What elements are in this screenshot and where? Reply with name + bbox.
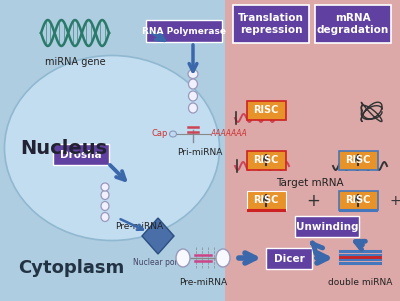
FancyBboxPatch shape [246, 191, 286, 209]
Text: RISC: RISC [253, 155, 279, 165]
Text: miRNA gene: miRNA gene [45, 57, 105, 67]
Ellipse shape [101, 213, 109, 222]
Text: RISC: RISC [345, 155, 371, 165]
Text: +: + [306, 192, 320, 210]
Text: RISC: RISC [253, 195, 279, 205]
Ellipse shape [170, 131, 176, 137]
Text: RISC: RISC [253, 105, 279, 115]
FancyBboxPatch shape [338, 191, 378, 209]
Text: mRNA
degradation: mRNA degradation [317, 13, 389, 35]
Ellipse shape [188, 70, 198, 79]
Text: Pre-miRNA: Pre-miRNA [179, 278, 227, 287]
Text: Target mRNA: Target mRNA [276, 178, 344, 188]
FancyBboxPatch shape [295, 216, 359, 237]
FancyBboxPatch shape [246, 101, 286, 119]
Ellipse shape [101, 183, 109, 191]
Ellipse shape [188, 103, 198, 113]
FancyBboxPatch shape [53, 144, 109, 165]
Text: Translation
repression: Translation repression [238, 13, 304, 35]
Text: +: + [389, 194, 400, 208]
Text: Cap: Cap [152, 129, 168, 138]
Text: Dicer: Dicer [274, 253, 304, 263]
Ellipse shape [101, 191, 109, 200]
Ellipse shape [4, 55, 220, 240]
Polygon shape [0, 0, 225, 301]
FancyBboxPatch shape [246, 150, 286, 169]
Text: Pri-miRNA: Pri-miRNA [177, 148, 223, 157]
Text: AAAAAAA: AAAAAAA [210, 129, 247, 138]
Text: Nucleus: Nucleus [20, 138, 107, 157]
Ellipse shape [188, 79, 198, 89]
Ellipse shape [216, 249, 230, 267]
Text: Drosha: Drosha [60, 150, 102, 160]
FancyBboxPatch shape [338, 150, 378, 169]
FancyBboxPatch shape [315, 5, 391, 43]
Text: Unwinding: Unwinding [296, 222, 358, 231]
Text: double miRNA: double miRNA [328, 278, 392, 287]
Ellipse shape [188, 91, 198, 101]
Text: RISC: RISC [345, 195, 371, 205]
Ellipse shape [101, 201, 109, 210]
Text: Nuclear pore: Nuclear pore [133, 258, 183, 267]
Ellipse shape [176, 249, 190, 267]
FancyBboxPatch shape [233, 5, 309, 43]
Text: RNA Polymerase: RNA Polymerase [142, 26, 226, 36]
FancyBboxPatch shape [146, 20, 222, 42]
Text: Cytoplasm: Cytoplasm [18, 259, 124, 277]
Polygon shape [142, 218, 174, 254]
FancyBboxPatch shape [266, 248, 312, 269]
Text: Pre-miRNA: Pre-miRNA [115, 222, 163, 231]
